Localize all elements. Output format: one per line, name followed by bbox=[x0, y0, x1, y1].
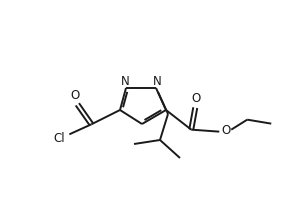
Text: N: N bbox=[121, 75, 130, 88]
Text: O: O bbox=[192, 92, 201, 105]
Text: O: O bbox=[222, 124, 231, 137]
Text: Cl: Cl bbox=[54, 132, 65, 145]
Text: N: N bbox=[153, 75, 161, 88]
Text: O: O bbox=[71, 89, 80, 102]
